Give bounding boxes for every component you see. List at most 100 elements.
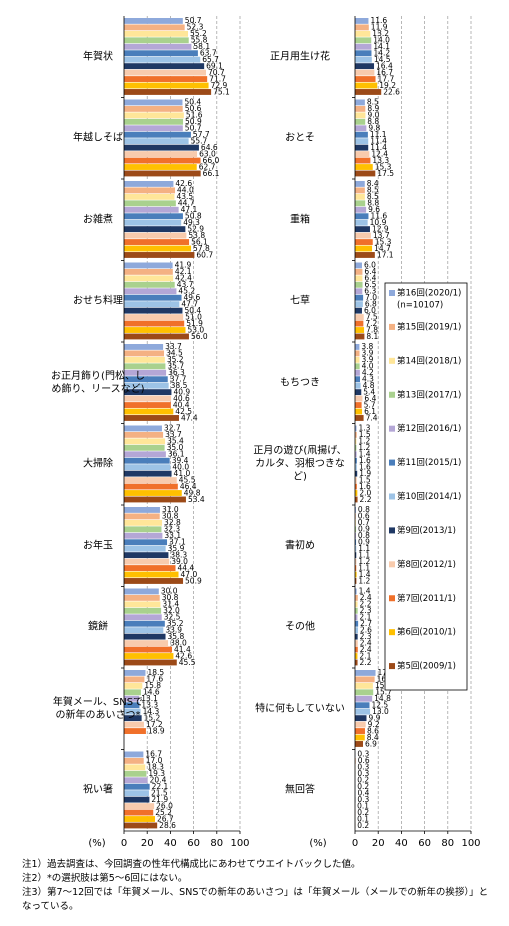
value-label: 17.5 bbox=[377, 169, 394, 178]
bar bbox=[124, 320, 185, 327]
x-axis-label: (%) bbox=[309, 838, 326, 849]
legend-note: (n=10107) bbox=[397, 301, 443, 311]
bar bbox=[124, 170, 201, 177]
bar bbox=[124, 288, 177, 295]
bar bbox=[124, 653, 174, 659]
bar bbox=[124, 640, 169, 647]
value-label: 32.3 bbox=[163, 525, 180, 534]
value-label: 9.6 bbox=[368, 205, 380, 214]
x-axis-label: (%) bbox=[88, 838, 105, 849]
bar bbox=[355, 232, 371, 239]
bar bbox=[124, 144, 199, 151]
bar bbox=[355, 633, 358, 640]
category-label: 七草 bbox=[290, 295, 310, 307]
bar bbox=[124, 601, 161, 608]
bar bbox=[355, 507, 356, 513]
bar bbox=[355, 43, 372, 50]
value-label: 63.7 bbox=[200, 49, 217, 58]
value-label: 42.6 bbox=[175, 651, 192, 660]
legend-swatch bbox=[389, 357, 395, 364]
value-label: 1.1 bbox=[358, 544, 370, 553]
bar bbox=[355, 483, 357, 490]
bar bbox=[355, 601, 358, 608]
value-label: 56.0 bbox=[191, 332, 208, 341]
value-label: 47.7 bbox=[181, 299, 198, 308]
bar bbox=[124, 571, 179, 578]
bar bbox=[355, 350, 360, 357]
bar bbox=[124, 803, 155, 810]
bar bbox=[124, 532, 163, 539]
value-label: 39.0 bbox=[171, 557, 188, 566]
bar bbox=[355, 552, 357, 559]
value-label: 2.2 bbox=[360, 600, 372, 609]
value-label: 22.1 bbox=[152, 782, 169, 791]
value-label: 65.7 bbox=[202, 55, 219, 64]
bar bbox=[355, 369, 360, 376]
category-label: 重箱 bbox=[290, 214, 310, 226]
bar bbox=[124, 777, 148, 784]
bar bbox=[124, 37, 189, 44]
bar bbox=[124, 56, 201, 63]
value-label: 53.4 bbox=[188, 495, 205, 504]
value-label: 44.7 bbox=[178, 199, 195, 208]
value-label: 28.6 bbox=[159, 821, 176, 830]
bar bbox=[355, 578, 357, 584]
bar bbox=[355, 138, 369, 145]
value-label: 8.5 bbox=[367, 186, 379, 195]
value-label: 8.1 bbox=[366, 332, 378, 341]
value-label: 37.1 bbox=[169, 538, 186, 547]
value-label: 42.6 bbox=[175, 179, 192, 188]
value-label: 8.9 bbox=[367, 104, 379, 113]
bar bbox=[355, 496, 358, 503]
value-label: 20.4 bbox=[150, 776, 167, 785]
category-label: 年賀状 bbox=[83, 51, 113, 63]
value-label: 9.0 bbox=[367, 111, 379, 120]
legend-label: 第14回(2018/1) bbox=[397, 355, 461, 366]
x-tick-label: 0 bbox=[121, 838, 127, 849]
value-label: 51.9 bbox=[186, 319, 203, 328]
bar bbox=[355, 457, 357, 464]
bar bbox=[355, 131, 368, 138]
bar bbox=[355, 18, 369, 24]
bar bbox=[124, 395, 172, 402]
bar bbox=[124, 796, 150, 803]
value-label: 36.3 bbox=[168, 368, 185, 377]
bar bbox=[355, 425, 357, 432]
value-label: 11.1 bbox=[370, 130, 387, 139]
bar bbox=[355, 558, 357, 565]
legend-swatch bbox=[389, 561, 395, 568]
category-label: 年越しそば bbox=[73, 132, 123, 144]
value-label: 2.6 bbox=[360, 625, 372, 634]
value-label: 30.0 bbox=[161, 587, 178, 596]
category-label: 特に何もしていない bbox=[255, 703, 345, 715]
value-label: 35.2 bbox=[167, 355, 184, 364]
bar bbox=[355, 376, 360, 383]
bar bbox=[355, 659, 358, 666]
value-label: 70.7 bbox=[208, 68, 225, 77]
x-tick-label: 20 bbox=[141, 838, 154, 849]
value-label: 52.9 bbox=[187, 224, 204, 233]
category-label: おとそ bbox=[285, 132, 315, 144]
value-label: 38.5 bbox=[171, 381, 188, 390]
value-label: 13.3 bbox=[141, 701, 158, 710]
bar bbox=[124, 281, 175, 288]
bar bbox=[355, 281, 363, 288]
value-label: 14.3 bbox=[143, 707, 160, 716]
bar bbox=[355, 288, 363, 295]
bar bbox=[124, 43, 192, 50]
bar bbox=[124, 213, 183, 220]
footnote: 注1）過去調査は、今回調査の性年代構成比にあわせてウエイトバックした値。 bbox=[22, 859, 361, 870]
category-label: その他 bbox=[285, 621, 315, 633]
legend-label: 第9回(2013/1) bbox=[397, 525, 456, 536]
bar bbox=[124, 594, 160, 601]
bar bbox=[124, 539, 168, 546]
value-label: 39.4 bbox=[172, 456, 189, 465]
bar bbox=[355, 708, 371, 715]
bar bbox=[355, 607, 358, 614]
bar bbox=[124, 24, 185, 31]
value-label: 15.2 bbox=[144, 713, 161, 722]
value-label: 19.3 bbox=[148, 769, 165, 778]
value-label: 6.0 bbox=[364, 261, 376, 270]
bar bbox=[124, 578, 184, 584]
value-label: 34.5 bbox=[166, 349, 183, 358]
